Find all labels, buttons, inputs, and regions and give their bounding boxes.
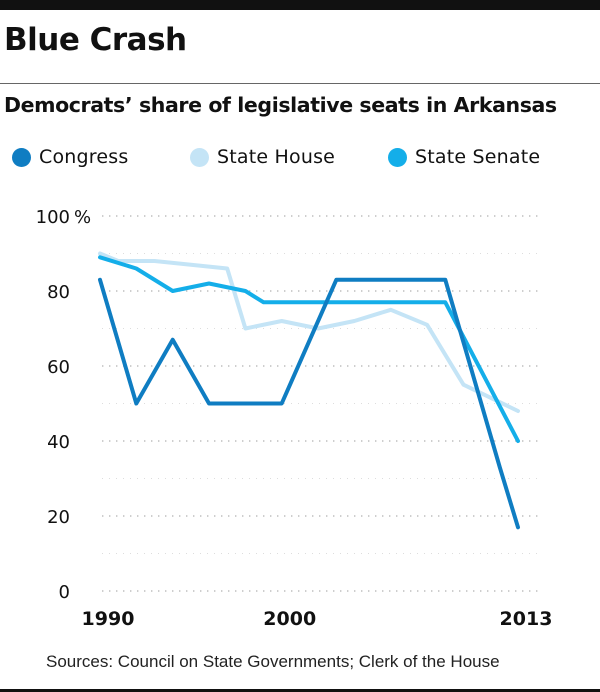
legend-swatch-congress [12,147,31,167]
y-tick-label: 20 [47,507,70,528]
legend-swatch-state-house [190,147,209,167]
x-tick-label: 2000 [263,608,316,630]
bottom-rule [0,689,600,692]
x-tick-label: 2013 [500,608,553,630]
chart-subtitle: Democrats’ share of legislative seats in… [4,93,557,117]
y-axis-ticks: 0 20 40 60 80 100% [36,207,91,603]
legend-label-congress: Congress [39,146,129,168]
y-tick-label: 80 [47,282,70,303]
y-tick-label: 100 [36,207,70,228]
legend-item-state-senate: State Senate [388,144,540,170]
series-line-congress [98,277,520,530]
x-tick-label: 1990 [82,608,135,630]
x-axis-ticks: 1990 2000 2013 [82,608,553,630]
grid-lines [102,215,540,592]
series-line-state-senate [98,255,520,443]
series-lines [98,251,520,530]
chart-title: Blue Crash [4,22,187,58]
legend-swatch-state-senate [388,147,407,167]
y-tick-label: 60 [47,357,70,378]
top-rule [0,0,600,10]
series-line-state-house [98,251,520,413]
y-tick-label: 40 [47,432,70,453]
source-note: Sources: Council on State Governments; C… [46,652,500,671]
y-unit-label: % [74,207,91,228]
line-chart: 0 20 40 60 80 100% 1990 2000 2013 [36,207,553,630]
legend-label-state-senate: State Senate [415,146,541,168]
legend-item-state-house: State House [190,144,335,170]
y-tick-label: 0 [59,582,70,603]
legend: Congress State House State Senate [12,144,592,170]
legend-item-congress: Congress [12,144,128,170]
legend-label-state-house: State House [217,146,336,168]
title-divider [0,83,600,84]
